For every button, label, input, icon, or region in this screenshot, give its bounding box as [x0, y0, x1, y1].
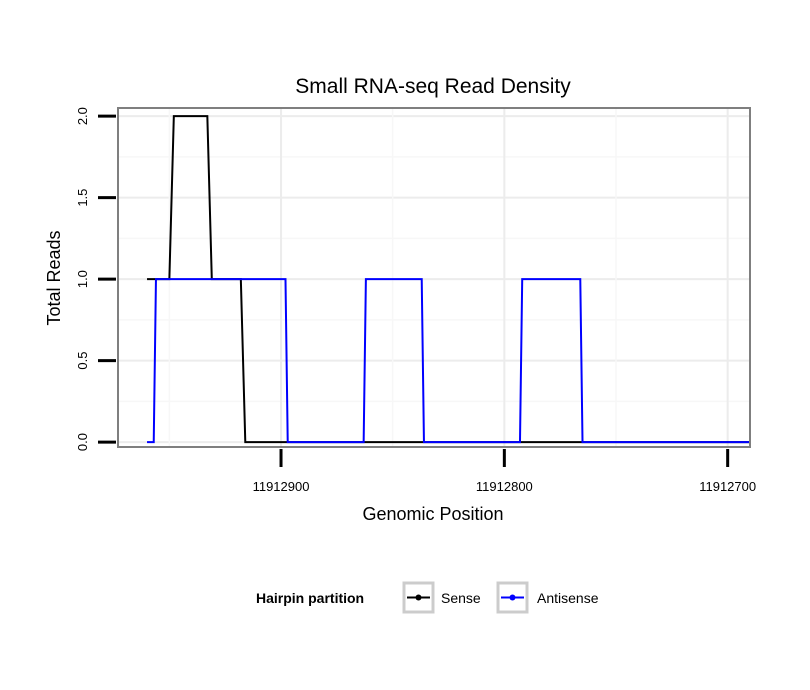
x-axis-title: Genomic Position — [362, 504, 503, 524]
legend-label-antisense: Antisense — [537, 590, 599, 606]
plot-background — [118, 108, 750, 447]
legend-title: Hairpin partition — [256, 590, 364, 606]
y-tick-label-2: 1.0 — [75, 270, 90, 288]
plot-panel-border — [117, 107, 751, 448]
y-tick-label-0: 0.0 — [75, 433, 90, 451]
legend-item-sense: Sense — [402, 581, 481, 614]
y-axis: 0.0 0.5 1.0 1.5 2.0 — [75, 107, 116, 451]
legend-item-antisense: Antisense — [496, 581, 599, 614]
series-line-antisense — [147, 278, 750, 444]
chart-title: Small RNA-seq Read Density — [295, 75, 571, 98]
legend: Hairpin partition Sense Antisense — [256, 581, 599, 614]
y-axis-title: Total Reads — [44, 230, 64, 325]
x-axis: 11912900 11912800 11912700 — [253, 449, 756, 494]
x-tick-label-0: 11912900 — [253, 479, 310, 494]
x-tick-label-1: 11912800 — [476, 479, 533, 494]
x-tick-label-2: 11912700 — [699, 479, 756, 494]
y-tick-label-3: 1.5 — [75, 189, 90, 207]
legend-point-sense — [415, 594, 422, 601]
legend-point-antisense — [509, 594, 516, 601]
y-tick-label-1: 0.5 — [75, 352, 90, 370]
series-lines — [147, 115, 750, 444]
legend-label-sense: Sense — [441, 590, 481, 606]
y-tick-label-4: 2.0 — [75, 107, 90, 125]
